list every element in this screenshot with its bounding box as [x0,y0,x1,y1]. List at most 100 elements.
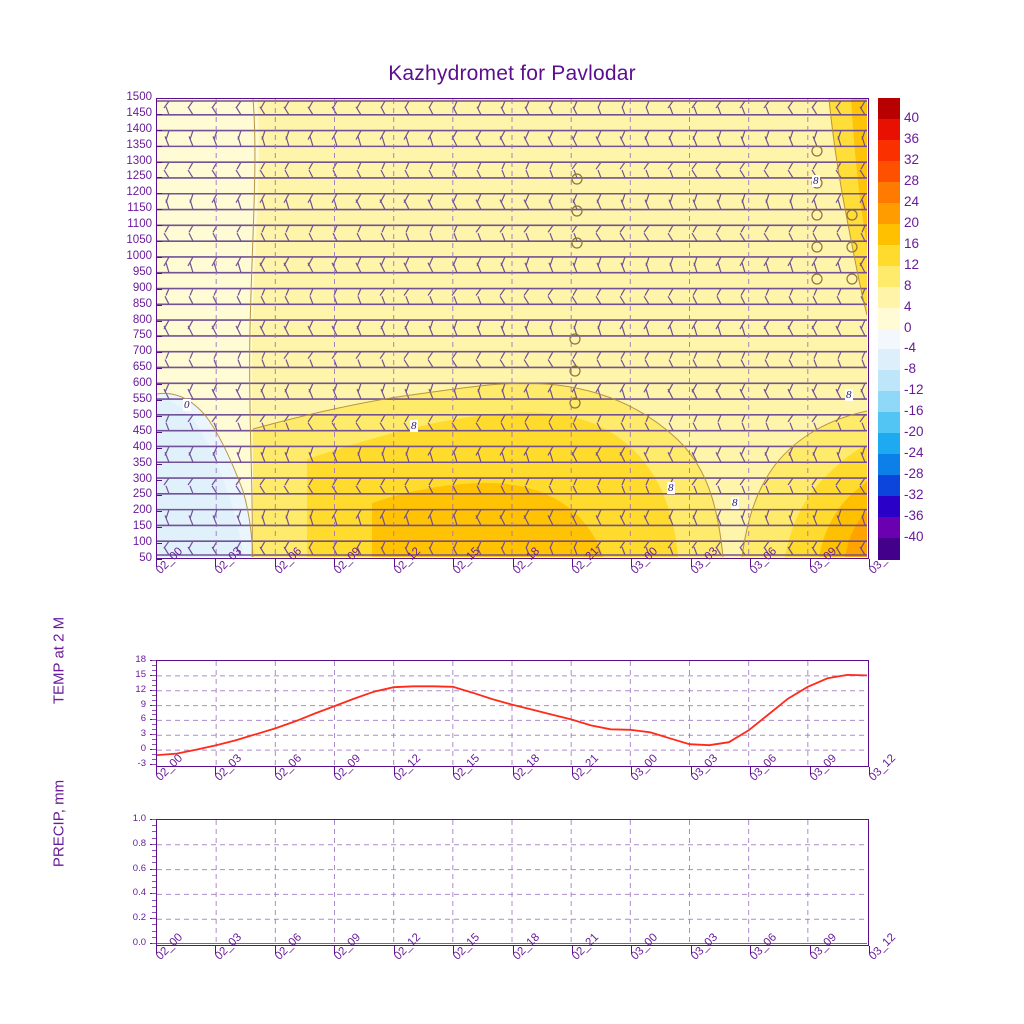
contour-label: 8 [812,175,820,187]
colorbar-tick-label: -24 [904,445,924,461]
colorbar-band [878,517,900,539]
colorbar-band [878,370,900,392]
time-tick [274,946,276,954]
colorbar-band [878,454,900,476]
colorbar-band [878,223,900,246]
colorbar-band [878,265,900,288]
time-tick [869,559,870,567]
height-tick-label: 350 [132,456,152,469]
colorbar-band [878,139,900,162]
height-tick-label: 850 [132,297,152,310]
height-tick-label: 450 [132,424,152,437]
contour-label: 8 [731,497,739,509]
colorbar-tick-label: 12 [904,256,920,272]
height-tick-label: 150 [132,520,152,533]
height-tick-label: 50 [139,552,152,564]
colorbar-tick-label: -16 [904,403,924,419]
colorbar-band [878,286,900,309]
vertical-cross-section-plot[interactable]: 0 8 8 8 8 8 [156,98,869,559]
colorbar-band [878,433,900,455]
time-tick [334,946,336,954]
contour-label: 8 [667,482,675,494]
time-tick [156,559,157,567]
time-tick [690,559,692,567]
temp-tick-label: 15 [135,668,146,680]
height-tick-label: 300 [132,472,152,485]
time-tick [809,559,811,567]
colorbar-tick-label: -32 [904,487,924,503]
height-tick-label: 650 [132,361,152,374]
colorbar-tick-label: 24 [904,193,920,209]
time-tick [571,767,573,775]
contour-label: 0 [183,399,191,411]
colorbar-band [878,98,900,120]
time-tick [631,767,633,775]
precip-tick-label: 1.0 [132,813,146,824]
height-tick-label: 1150 [127,202,152,215]
colorbar-tick-label: 0 [904,319,912,335]
colorbar-band [878,160,900,183]
precip-tick-label: 0.2 [132,912,146,924]
time-tick [869,767,870,775]
height-tick-label: 1050 [126,234,152,247]
temp-tick-label: 12 [135,683,146,695]
colorbar-tick-label: -8 [904,361,917,377]
precip-tick-label: 0.0 [132,937,146,948]
temp-tick-label: 9 [140,698,146,710]
colorbar-band [878,412,900,434]
time-tick [334,767,336,775]
height-tick-label: 1200 [126,186,152,199]
colorbar-tick-label: 36 [904,130,920,146]
temp-tick-label: 18 [135,654,146,665]
colorbar-band [878,328,900,351]
time-tick [690,946,692,954]
height-tick-label: 500 [132,408,152,421]
colorbar-tick-label: 28 [904,172,920,188]
time-tick [215,946,217,954]
colorbar-tick-label: -28 [904,466,924,482]
precip-axis-title: PRECIP, mm [50,779,68,868]
height-tick-label: 1300 [126,154,152,167]
time-tick [393,946,395,954]
time-tick [571,946,573,954]
temp-tick-label: 6 [140,713,146,725]
time-tick [512,767,514,775]
height-tick-label: 800 [132,313,152,326]
time-tick [750,767,752,775]
time-tick-label: 03_12 [867,931,899,963]
colorbar-band [878,307,900,330]
time-tick-label: 03_12 [867,752,899,784]
height-tick [156,559,162,560]
colorbar-band [878,391,900,413]
colorbar-tick-label: -12 [904,382,924,398]
height-tick-label: 1400 [126,122,152,135]
precip-plot[interactable] [156,819,869,946]
height-tick-label: 100 [132,536,152,549]
time-tick [750,946,752,954]
cross-section-canvas [157,99,867,557]
contour-label: 8 [845,389,853,401]
colorbar-band [878,181,900,204]
time-tick [334,559,336,567]
colorbar-tick-label: -40 [904,529,924,545]
height-tick-label: 1500 [126,91,152,103]
temp-axis-title: TEMP at 2 M [50,616,68,705]
page-title: Kazhydromet for Pavlodar [388,62,636,85]
precip-tick-label: 0.8 [132,837,146,849]
colorbar-band [878,118,900,141]
time-tick [750,559,752,567]
time-tick [453,767,455,775]
temp-2m-plot[interactable] [156,660,869,767]
time-tick [631,559,633,567]
temperature-colorbar[interactable] [878,98,900,560]
height-tick-label: 750 [132,329,152,342]
colorbar-band [878,202,900,225]
colorbar-tick-label: -36 [904,508,924,524]
temp-tick-label: -3 [137,758,146,769]
time-tick [274,559,276,567]
colorbar-tick-label: -20 [904,424,924,440]
colorbar-tick-label: 40 [904,109,920,125]
height-tick-label: 200 [132,504,152,517]
time-tick [453,946,455,954]
colorbar-band [878,538,900,560]
